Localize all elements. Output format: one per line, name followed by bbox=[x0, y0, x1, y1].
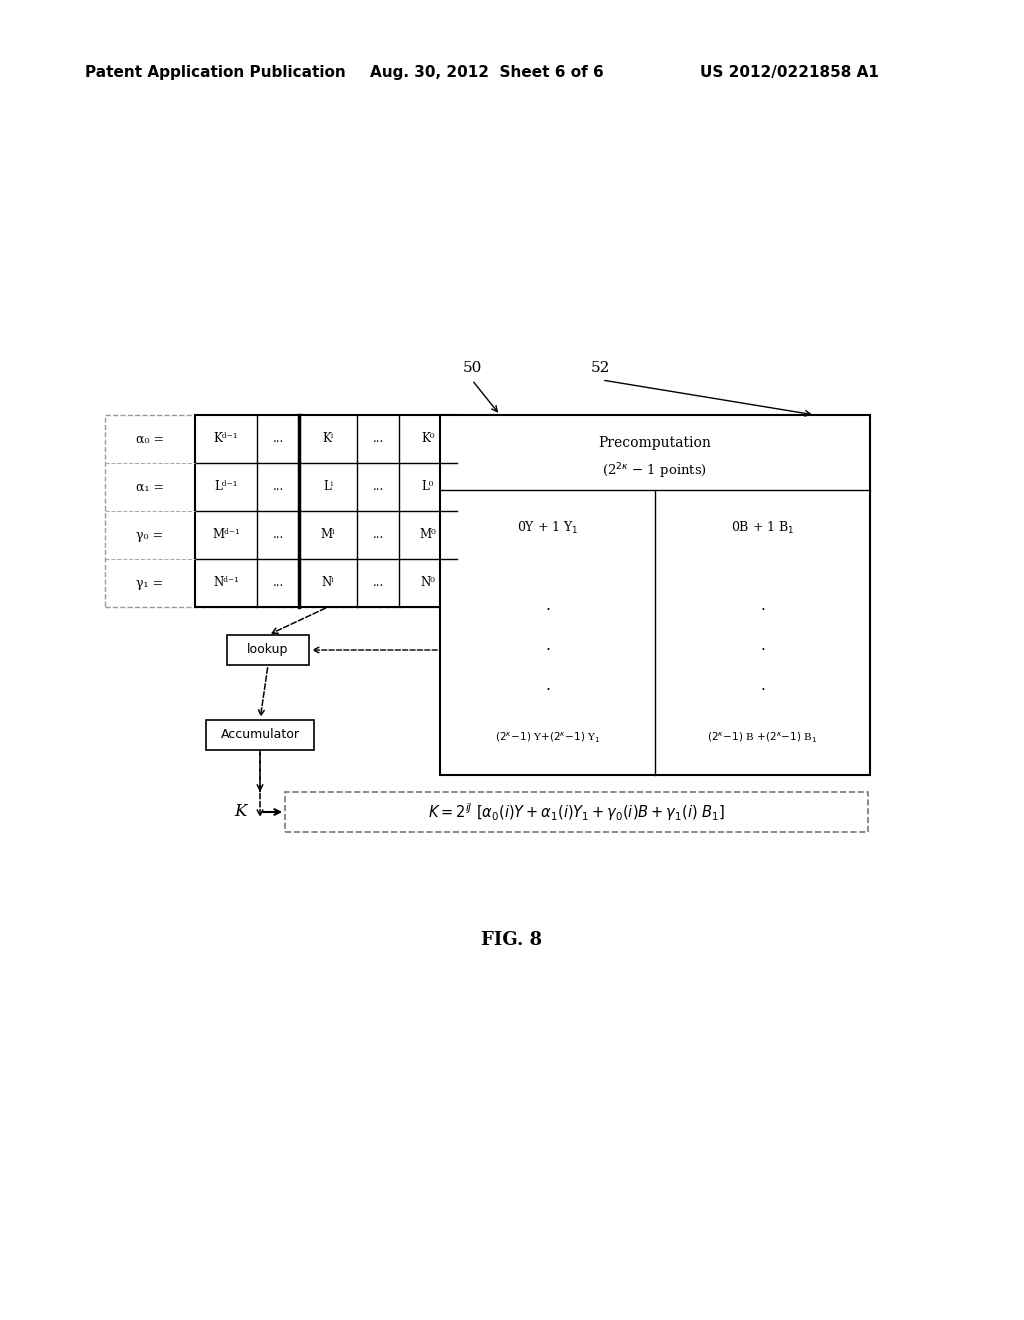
Text: ...: ... bbox=[373, 577, 384, 590]
Text: 0Y + 1 Y$_1$: 0Y + 1 Y$_1$ bbox=[517, 520, 579, 536]
Text: lookup: lookup bbox=[248, 644, 289, 656]
Bar bbox=[195, 414, 457, 607]
Text: 50: 50 bbox=[462, 360, 481, 375]
Text: Accumulator: Accumulator bbox=[220, 729, 299, 742]
Text: $K = 2^{iJ}\ [\alpha_0(i)Y + \alpha_1(i)Y_1 + \gamma_0(i)B + \gamma_1(i)\ B_1]$: $K = 2^{iJ}\ [\alpha_0(i)Y + \alpha_1(i)… bbox=[428, 801, 725, 822]
Text: FIG. 8: FIG. 8 bbox=[481, 931, 543, 949]
Text: .: . bbox=[760, 638, 765, 652]
Bar bbox=[227, 635, 309, 665]
Text: γ₀ =: γ₀ = bbox=[136, 528, 164, 541]
Text: $(2^\kappa\!-\!1)$ Y$+$$(2^\kappa\!-\!1)$ Y$_1$: $(2^\kappa\!-\!1)$ Y$+$$(2^\kappa\!-\!1)… bbox=[495, 730, 600, 744]
Text: Mⁱ: Mⁱ bbox=[321, 528, 335, 541]
Text: .: . bbox=[545, 638, 550, 652]
Bar bbox=[206, 719, 314, 750]
Text: Nⁱ: Nⁱ bbox=[322, 577, 334, 590]
Text: Aug. 30, 2012  Sheet 6 of 6: Aug. 30, 2012 Sheet 6 of 6 bbox=[370, 65, 604, 79]
Text: ...: ... bbox=[373, 480, 384, 494]
Bar bbox=[105, 414, 457, 607]
Bar bbox=[440, 414, 870, 775]
Text: 0B + 1 B$_1$: 0B + 1 B$_1$ bbox=[731, 520, 795, 536]
Text: Patent Application Publication: Patent Application Publication bbox=[85, 65, 346, 79]
Text: Kᵈ⁻¹: Kᵈ⁻¹ bbox=[214, 433, 239, 446]
Text: α₁ =: α₁ = bbox=[136, 480, 164, 494]
Text: $(2^\kappa\!-\!1)$ B $+$$(2^\kappa\!-\!1)$ B$_1$: $(2^\kappa\!-\!1)$ B $+$$(2^\kappa\!-\!1… bbox=[708, 730, 818, 744]
Text: Lⁱ: Lⁱ bbox=[323, 480, 333, 494]
Text: Lᵈ⁻¹: Lᵈ⁻¹ bbox=[214, 480, 238, 494]
Text: .: . bbox=[545, 677, 550, 693]
Text: K⁰: K⁰ bbox=[421, 433, 435, 446]
Text: Precomputation: Precomputation bbox=[599, 436, 712, 450]
Text: ...: ... bbox=[272, 480, 284, 494]
Text: L⁰: L⁰ bbox=[422, 480, 434, 494]
Text: γ₁ =: γ₁ = bbox=[136, 577, 164, 590]
Text: (2$^{2\kappa}$ $-$ 1 points): (2$^{2\kappa}$ $-$ 1 points) bbox=[602, 461, 708, 480]
Text: Kⁱ: Kⁱ bbox=[323, 433, 334, 446]
Text: M⁰: M⁰ bbox=[420, 528, 436, 541]
Text: Mᵈ⁻¹: Mᵈ⁻¹ bbox=[212, 528, 240, 541]
Text: ...: ... bbox=[373, 528, 384, 541]
Text: US 2012/0221858 A1: US 2012/0221858 A1 bbox=[700, 65, 879, 79]
Text: α₀ =: α₀ = bbox=[136, 433, 164, 446]
Text: .: . bbox=[760, 677, 765, 693]
Text: ...: ... bbox=[272, 528, 284, 541]
Text: Nᵈ⁻¹: Nᵈ⁻¹ bbox=[213, 577, 239, 590]
Text: .: . bbox=[545, 598, 550, 612]
Text: ...: ... bbox=[373, 433, 384, 446]
Bar bbox=[285, 792, 868, 832]
Text: ...: ... bbox=[272, 577, 284, 590]
Text: .: . bbox=[760, 598, 765, 612]
Text: N⁰: N⁰ bbox=[421, 577, 435, 590]
Text: K: K bbox=[233, 804, 246, 821]
Text: ...: ... bbox=[272, 433, 284, 446]
Text: 52: 52 bbox=[590, 360, 609, 375]
